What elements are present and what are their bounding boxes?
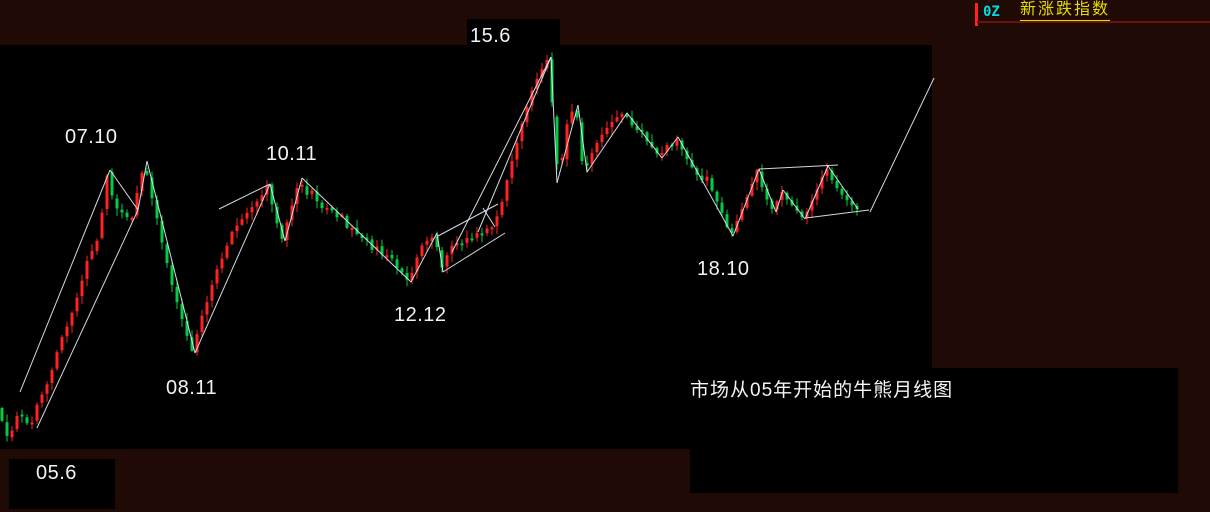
chart-label-10-11: 10.11 (266, 143, 318, 165)
indicator-name[interactable]: 新涨跌指数 (1020, 1, 1111, 21)
legend-underline-rule (977, 21, 1210, 23)
chart-label-12-12: 12.12 (394, 304, 447, 326)
label-box-15-6 (467, 19, 560, 46)
legend-marker-icon (975, 3, 978, 26)
chart-label-07-10: 07.10 (65, 126, 118, 148)
caption-box (690, 368, 1178, 493)
label-box-05-6 (9, 459, 115, 509)
chart-label-18-10: 18.10 (697, 258, 750, 280)
indicator-legend[interactable]: 0Z 新涨跌指数 (0, 0, 1210, 44)
chart-caption: 市场从05年开始的牛熊月线图 (690, 380, 954, 401)
chart-label-15-6: 15.6 (470, 25, 511, 47)
chart-label-05-6: 05.6 (36, 462, 77, 484)
indicator-code[interactable]: 0Z (983, 4, 1000, 20)
chart-label-08-11: 08.11 (166, 377, 218, 399)
